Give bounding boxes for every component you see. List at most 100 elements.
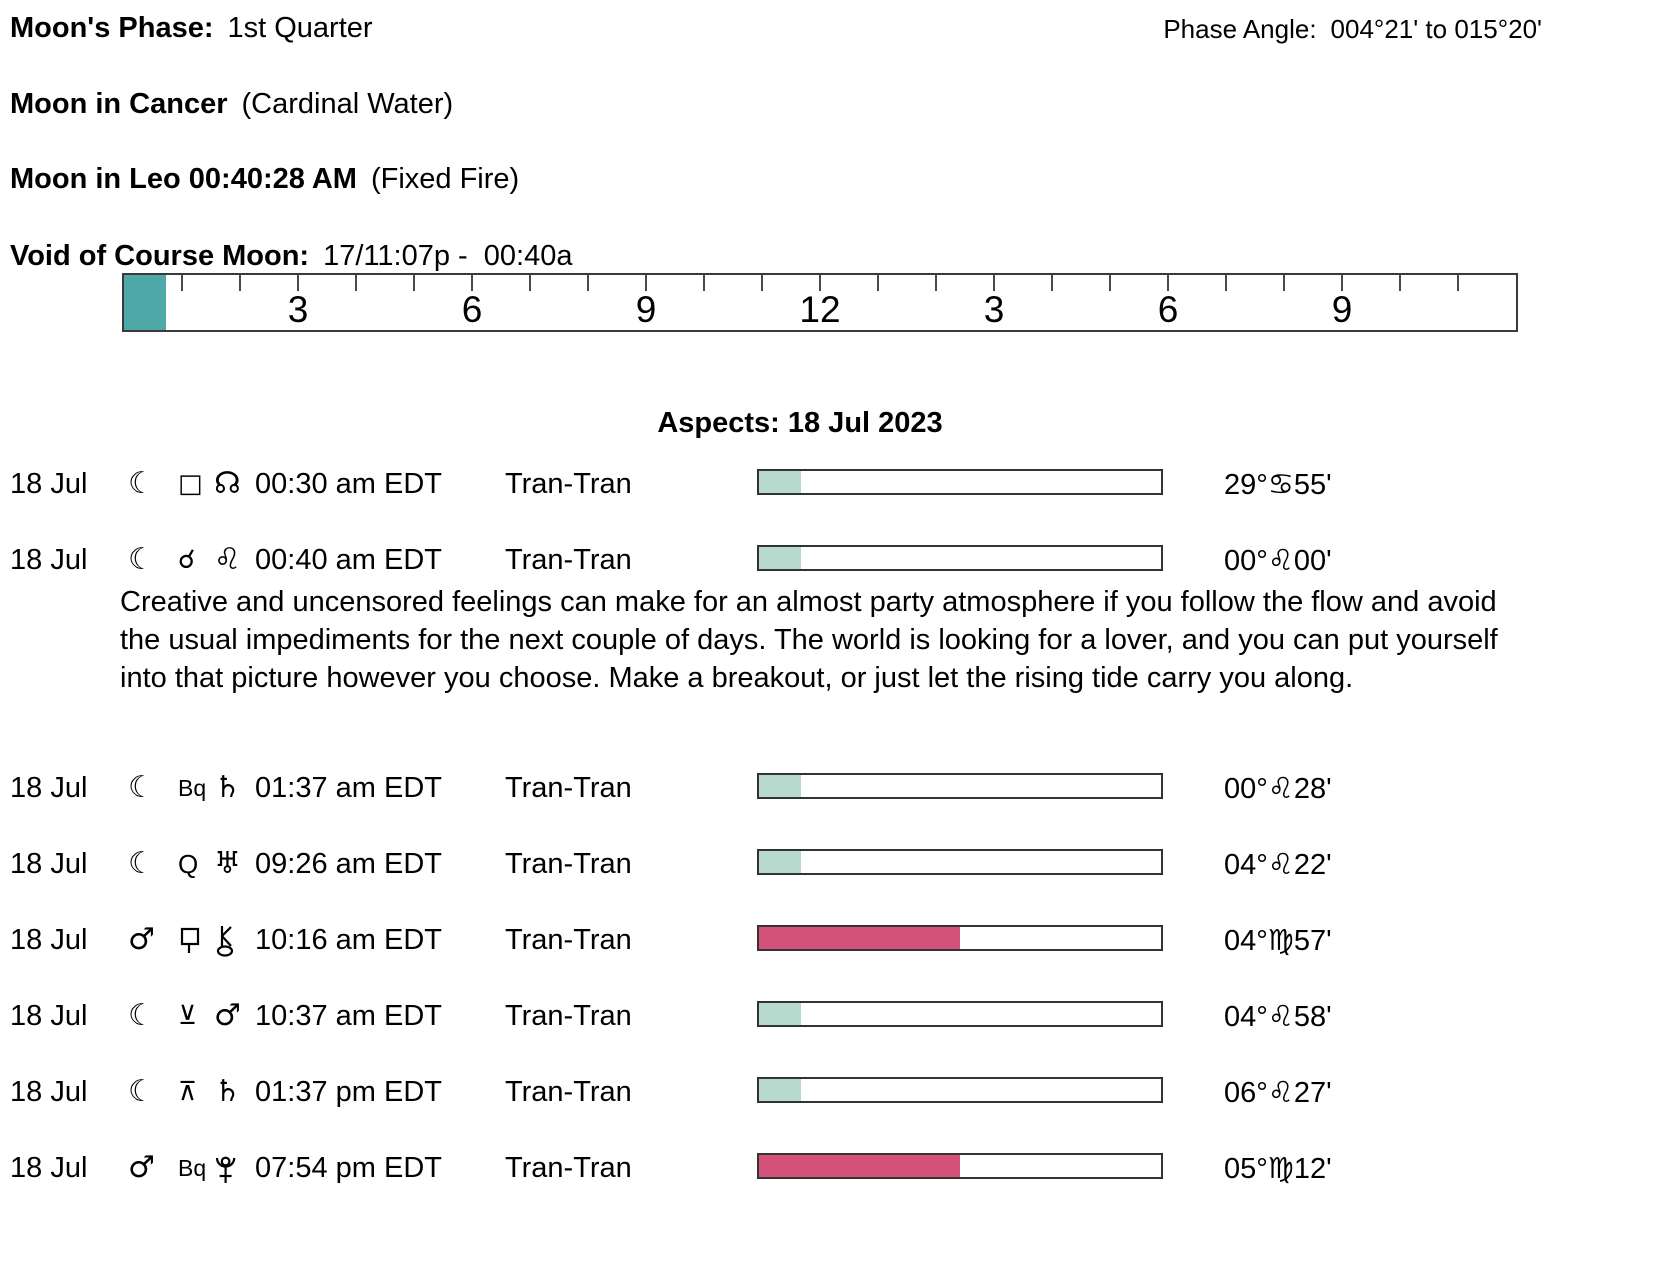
quincunx-aspect-icon: ⊼ — [178, 1077, 198, 1107]
orb-bar-fill — [759, 1079, 802, 1101]
moon-ingress-text: Moon in Leo 00:40:28 AM — [10, 163, 357, 195]
ruler-label-6pm: 6 — [1157, 289, 1179, 330]
void-period-fill — [124, 275, 166, 330]
aspect-date: 18 Jul — [10, 1000, 88, 1032]
chiron-icon — [214, 923, 238, 957]
ruler-label-6am: 6 — [461, 289, 483, 330]
aspect-type: Tran-Tran — [505, 924, 632, 956]
moon-sign-line: Moon in Cancer (Cardinal Water) — [10, 88, 453, 121]
orb-bar — [757, 469, 1163, 495]
hour-tick — [819, 275, 821, 291]
orb-bar — [757, 545, 1163, 571]
aspect-row[interactable]: 18 Jul ☽ ⊻ ♂ 10:37 am EDT Tran-Tran 04°♌… — [0, 998, 1658, 1033]
aspect-position: 06°♌27' — [1224, 1075, 1332, 1109]
moon-icon: ☽ — [128, 770, 155, 805]
uranus-icon: ♅ — [214, 846, 241, 881]
aspect-row[interactable]: 18 Jul ♂ Bq 07:54 pm EDT Tran-Tran 05°♍1… — [0, 1150, 1658, 1186]
orb-bar-fill — [759, 775, 802, 797]
mars-icon: ♂ — [128, 1150, 155, 1185]
aspect-row[interactable]: 18 Jul ☽ Bq ♄ 01:37 am EDT Tran-Tran 00°… — [0, 770, 1658, 805]
saturn-icon: ♄ — [214, 1074, 241, 1109]
orb-bar-fill — [759, 1003, 802, 1025]
hour-tick — [645, 275, 647, 291]
orb-bar-fill — [759, 927, 960, 949]
orb-bar-fill — [759, 1155, 960, 1177]
moon-icon: ☽ — [128, 846, 155, 881]
aspect-row[interactable]: 18 Jul ☽ ⊼ ♄ 01:37 pm EDT Tran-Tran 06°♌… — [0, 1074, 1658, 1109]
aspect-time: 09:26 am EDT — [255, 848, 442, 880]
aspect-position: 00°♌28' — [1224, 771, 1332, 805]
aspect-row[interactable]: 18 Jul ☽ □ ☊ 00:30 am EDT Tran-Tran 29°♋… — [0, 466, 1658, 501]
aspect-date: 18 Jul — [10, 468, 88, 500]
aspect-type: Tran-Tran — [505, 544, 632, 576]
orb-bar — [757, 1001, 1163, 1027]
hour-tick — [355, 275, 357, 291]
hour-tick — [1108, 275, 1111, 291]
hour-tick — [238, 275, 241, 291]
leo-sign-icon: ♌ — [1267, 999, 1294, 1033]
phase-angle-value: 004°21' to 015°20' — [1330, 14, 1542, 44]
hour-tick — [703, 275, 705, 291]
orb-bar — [757, 925, 1163, 951]
aspect-time: 01:37 pm EDT — [255, 1076, 442, 1108]
orb-bar — [757, 773, 1163, 799]
aspect-type: Tran-Tran — [505, 848, 632, 880]
hour-tick — [586, 275, 589, 291]
north-node-icon: ☊ — [214, 466, 241, 501]
voc-value: 17/11:07p - 00:40a — [323, 240, 573, 272]
pluto-icon — [214, 1151, 238, 1185]
hour-tick — [1399, 275, 1401, 291]
square-aspect-icon: □ — [178, 469, 203, 499]
mars-icon: ♂ — [128, 922, 155, 957]
leo-sign-icon: ♌ — [1267, 771, 1294, 805]
aspect-time: 10:16 am EDT — [255, 924, 442, 956]
hour-tick — [529, 275, 531, 291]
aspect-type: Tran-Tran — [505, 1000, 632, 1032]
hour-tick — [1341, 275, 1343, 291]
hour-tick — [412, 275, 415, 291]
aspect-position: 00°♌00' — [1224, 543, 1332, 577]
aspect-date: 18 Jul — [10, 924, 88, 956]
moon-ingress-line: Moon in Leo 00:40:28 AM (Fixed Fire) — [10, 163, 519, 196]
hour-tick — [297, 275, 299, 291]
voc-label: Void of Course Moon: — [10, 240, 310, 272]
aspect-type: Tran-Tran — [505, 1152, 632, 1184]
aspect-row[interactable]: 18 Jul ♂ 10:16 am EDT Tran-Tran 04°♍57' — [0, 922, 1658, 958]
orb-bar-fill — [759, 471, 802, 493]
hour-tick — [760, 275, 763, 291]
aspect-position: 04°♌22' — [1224, 847, 1332, 881]
aspect-time: 00:30 am EDT — [255, 468, 442, 500]
phase-angle-line: Phase Angle: 004°21' to 015°20' — [1163, 14, 1542, 45]
aspect-position: 04°♍57' — [1224, 923, 1332, 957]
quintile-aspect-icon: Q — [178, 849, 199, 879]
hour-tick — [1167, 275, 1169, 291]
aspect-row[interactable]: 18 Jul ☽ Q ♅ 09:26 am EDT Tran-Tran 04°♌… — [0, 846, 1658, 881]
saturn-icon: ♄ — [214, 770, 241, 805]
void-of-course-timeline: 3 6 9 12 3 6 9 — [122, 273, 1518, 332]
aspect-position: 04°♌58' — [1224, 999, 1332, 1033]
hour-tick — [1225, 275, 1227, 291]
hour-tick — [877, 275, 879, 291]
aspect-date: 18 Jul — [10, 772, 88, 804]
moons-phase-label: Moon's Phase: — [10, 12, 214, 44]
hour-tick — [181, 275, 183, 291]
aspect-row[interactable]: 18 Jul ☽ ☌ ♌ 00:40 am EDT Tran-Tran 00°♌… — [0, 542, 1658, 577]
aspect-time: 00:40 am EDT — [255, 544, 442, 576]
hour-tick — [993, 275, 995, 291]
leo-sign-icon: ♌ — [1267, 1075, 1294, 1109]
mars-icon: ♂ — [214, 998, 241, 1033]
orb-bar — [757, 849, 1163, 875]
leo-sign-icon: ♌ — [1267, 847, 1294, 881]
leo-sign-icon: ♌ — [214, 542, 241, 577]
biquintile-aspect-icon: Bq — [178, 1155, 207, 1181]
virgo-sign-icon: ♍ — [1267, 923, 1294, 957]
orb-bar-fill — [759, 547, 802, 569]
aspect-time: 10:37 am EDT — [255, 1000, 442, 1032]
aspects-title: Aspects: 18 Jul 2023 — [657, 407, 943, 439]
moons-phase-value: 1st Quarter — [227, 12, 373, 44]
moon-sign-text: Moon in Cancer — [10, 88, 228, 120]
hour-tick — [934, 275, 937, 291]
aspect-date: 18 Jul — [10, 848, 88, 880]
aspect-date: 18 Jul — [10, 544, 88, 576]
